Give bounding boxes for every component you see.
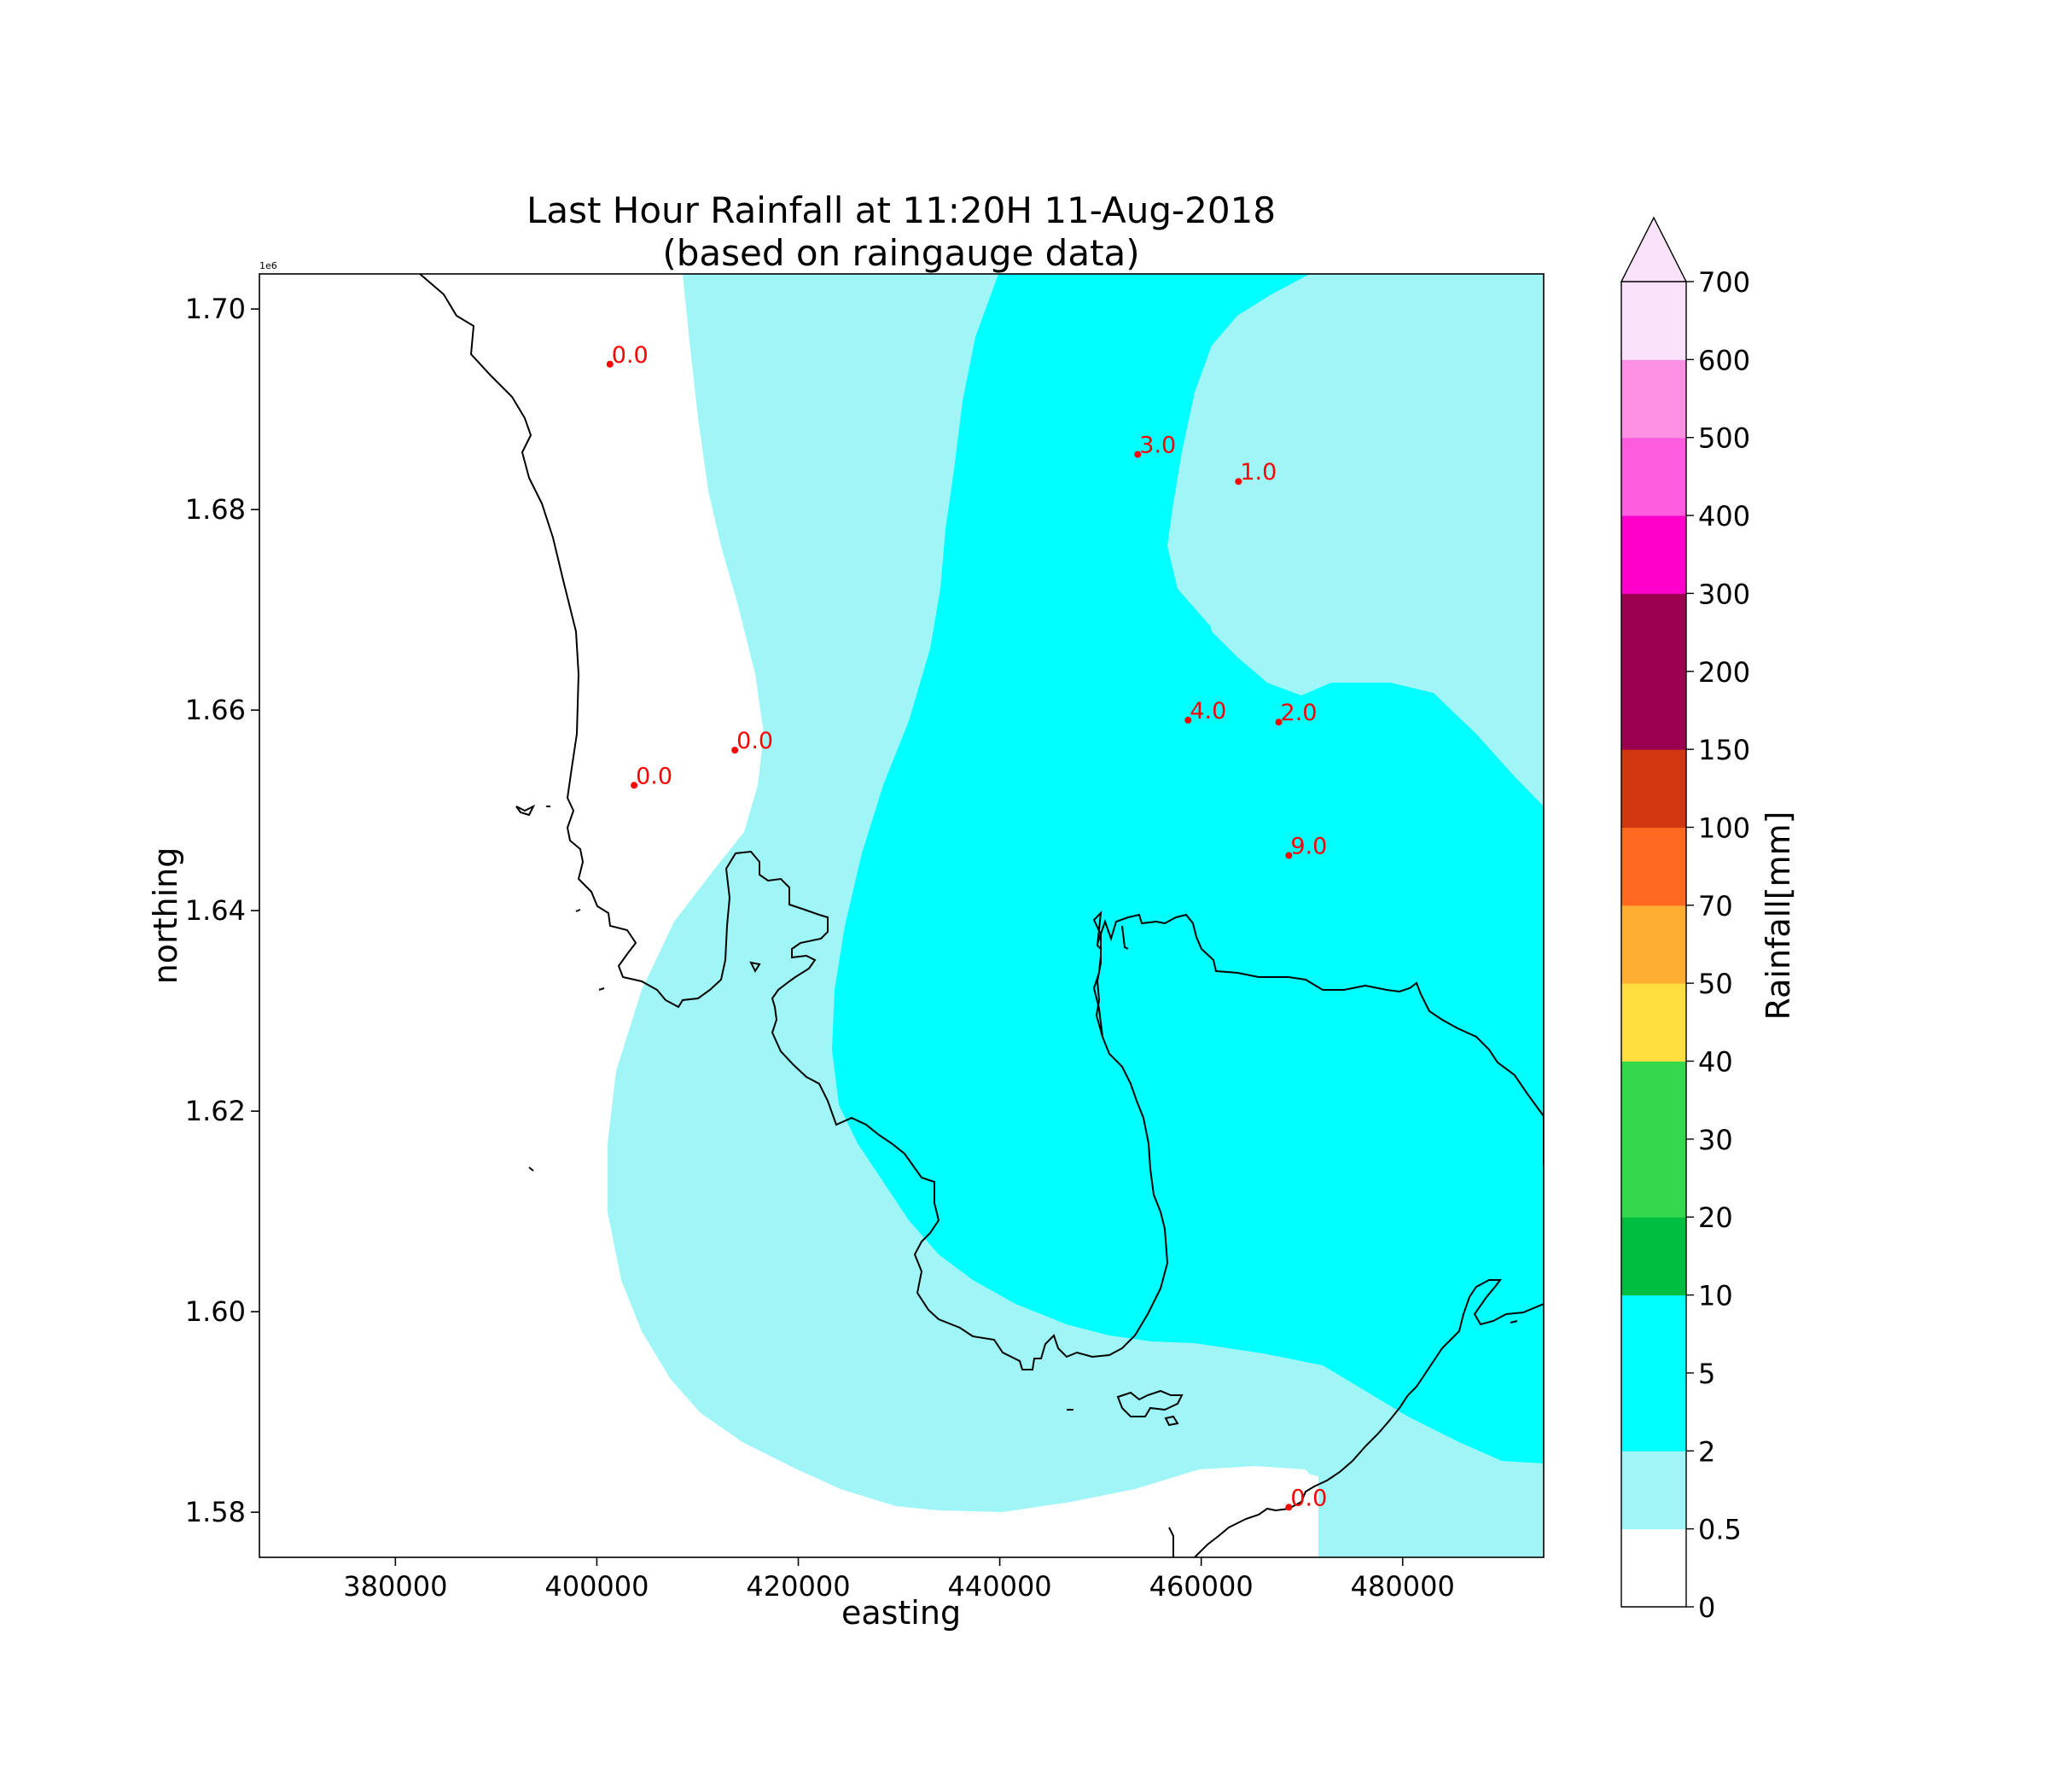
raingauge-value-label: 2.0 — [1281, 700, 1318, 726]
colorbar-segment — [1621, 282, 1686, 360]
colorbar-segment — [1621, 983, 1686, 1062]
colorbar-tick-label: 500 — [1698, 422, 1750, 455]
map-title-line2: (based on raingauge data) — [662, 232, 1139, 274]
y-axis-label: northing — [147, 847, 184, 985]
colorbar-segment — [1621, 1372, 1686, 1452]
raingauge-value-label: 9.0 — [1290, 834, 1327, 860]
colorbar-segment — [1621, 1451, 1686, 1530]
colorbar-tick-label: 50 — [1698, 968, 1733, 1000]
raingauge-point — [1285, 852, 1293, 859]
colorbar-segment — [1621, 1138, 1686, 1218]
rain-zone-south-white — [1178, 1469, 1318, 1557]
colorbar: 0 0.5 2 5 10 20 30 40 50 70 100 150 200 300 400 500 600 7… — [1620, 216, 1750, 1624]
rain-zone-2-5 — [832, 274, 1544, 1463]
raingauge-point — [606, 360, 614, 368]
colorbar-tick-label: 20 — [1698, 1201, 1733, 1234]
raingauge-layer: 0.0 3.0 1.0 0.0 0.0 4.0 2.0 9.0 0.0 — [606, 342, 1327, 1511]
colorbar-extend-triangle — [1620, 216, 1688, 282]
raingauge-value-label: 0.0 — [736, 728, 773, 754]
colorbar-tick-label: 100 — [1698, 812, 1750, 844]
y-axis-offset-label: 1e6 — [259, 260, 277, 271]
raingauge-value-label: 0.0 — [636, 763, 672, 789]
rain-zone-east-light — [1167, 274, 1544, 806]
y-tick-label: 1.64 — [185, 894, 246, 927]
y-tick-label: 1.66 — [185, 694, 246, 726]
x-tick-label: 420000 — [746, 1570, 850, 1603]
x-tick-label: 380000 — [343, 1570, 447, 1603]
colorbar-segment — [1621, 437, 1686, 516]
y-axis-ticks: 1.58 1.60 1.62 1.64 1.66 1.68 1.70 — [185, 293, 259, 1528]
colorbar-tick-label: 10 — [1698, 1280, 1733, 1312]
raingauge-point — [631, 782, 638, 789]
colorbar-segment — [1621, 593, 1686, 672]
colorbar-segment — [1621, 1061, 1686, 1140]
map-plot-area — [259, 274, 1544, 1557]
raingauge-point — [1184, 716, 1192, 724]
raingauge-point — [731, 747, 739, 754]
colorbar-tick-label: 200 — [1698, 656, 1750, 689]
colorbar-tick-label: 0.5 — [1698, 1514, 1742, 1546]
colorbar-segment — [1621, 1217, 1686, 1296]
x-axis-label: easting — [841, 1594, 961, 1632]
x-tick-label: 480000 — [1351, 1570, 1455, 1603]
colorbar-tick-label: 40 — [1698, 1046, 1733, 1079]
x-axis-ticks: 380000 400000 420000 440000 460000 480000 — [343, 1557, 1455, 1603]
colorbar-tick-label: 700 — [1698, 266, 1750, 299]
colorbar-tick-label: 70 — [1698, 890, 1733, 922]
colorbar-tick-label: 400 — [1698, 500, 1750, 532]
y-tick-label: 1.58 — [185, 1496, 246, 1528]
raingauge-point — [1275, 719, 1283, 726]
y-tick-label: 1.68 — [185, 493, 246, 526]
raingauge-point — [1235, 478, 1242, 486]
x-tick-label: 460000 — [1149, 1570, 1254, 1603]
colorbar-tick-label: 5 — [1698, 1358, 1715, 1390]
raingauge-value-label: 3.0 — [1139, 433, 1176, 459]
x-tick-label: 400000 — [544, 1570, 649, 1603]
raingauge-value-label: 1.0 — [1240, 459, 1277, 486]
raingauge-value-label: 0.0 — [1290, 1485, 1327, 1511]
y-tick-label: 1.62 — [185, 1095, 246, 1127]
colorbar-outline — [1620, 282, 1687, 1608]
colorbar-segment — [1621, 749, 1686, 828]
colorbar-tick-label: 2 — [1698, 1435, 1715, 1468]
colorbar-segment — [1621, 359, 1686, 439]
map-title-line1: Last Hour Rainfall at 11:20H 11-Aug-2018 — [527, 189, 1276, 231]
x-tick-label: 440000 — [948, 1570, 1052, 1603]
raingauge-point — [1134, 451, 1142, 458]
colorbar-segment — [1621, 827, 1686, 906]
colorbar-segment — [1621, 905, 1686, 984]
coastline — [419, 274, 1544, 1557]
colorbar-tick-label: 600 — [1698, 344, 1750, 376]
colorbar-tick-label: 150 — [1698, 734, 1750, 766]
y-tick-label: 1.60 — [185, 1295, 246, 1328]
colorbar-label: Rainfall[mm] — [1760, 812, 1797, 1021]
colorbar-segment — [1621, 671, 1686, 750]
colorbar-segment — [1621, 1295, 1686, 1374]
colorbar-tick-label: 0 — [1698, 1591, 1715, 1624]
colorbar-segment — [1621, 1528, 1686, 1608]
colorbar-tick-label: 300 — [1698, 578, 1750, 610]
raingauge-point — [1285, 1504, 1293, 1511]
raingauge-value-label: 0.0 — [612, 342, 649, 369]
map-axes-frame — [259, 273, 1545, 1558]
raingauge-value-label: 4.0 — [1190, 698, 1226, 724]
y-tick-label: 1.70 — [185, 293, 246, 325]
colorbar-segment — [1621, 515, 1686, 594]
colorbar-tick-label: 30 — [1698, 1124, 1733, 1156]
